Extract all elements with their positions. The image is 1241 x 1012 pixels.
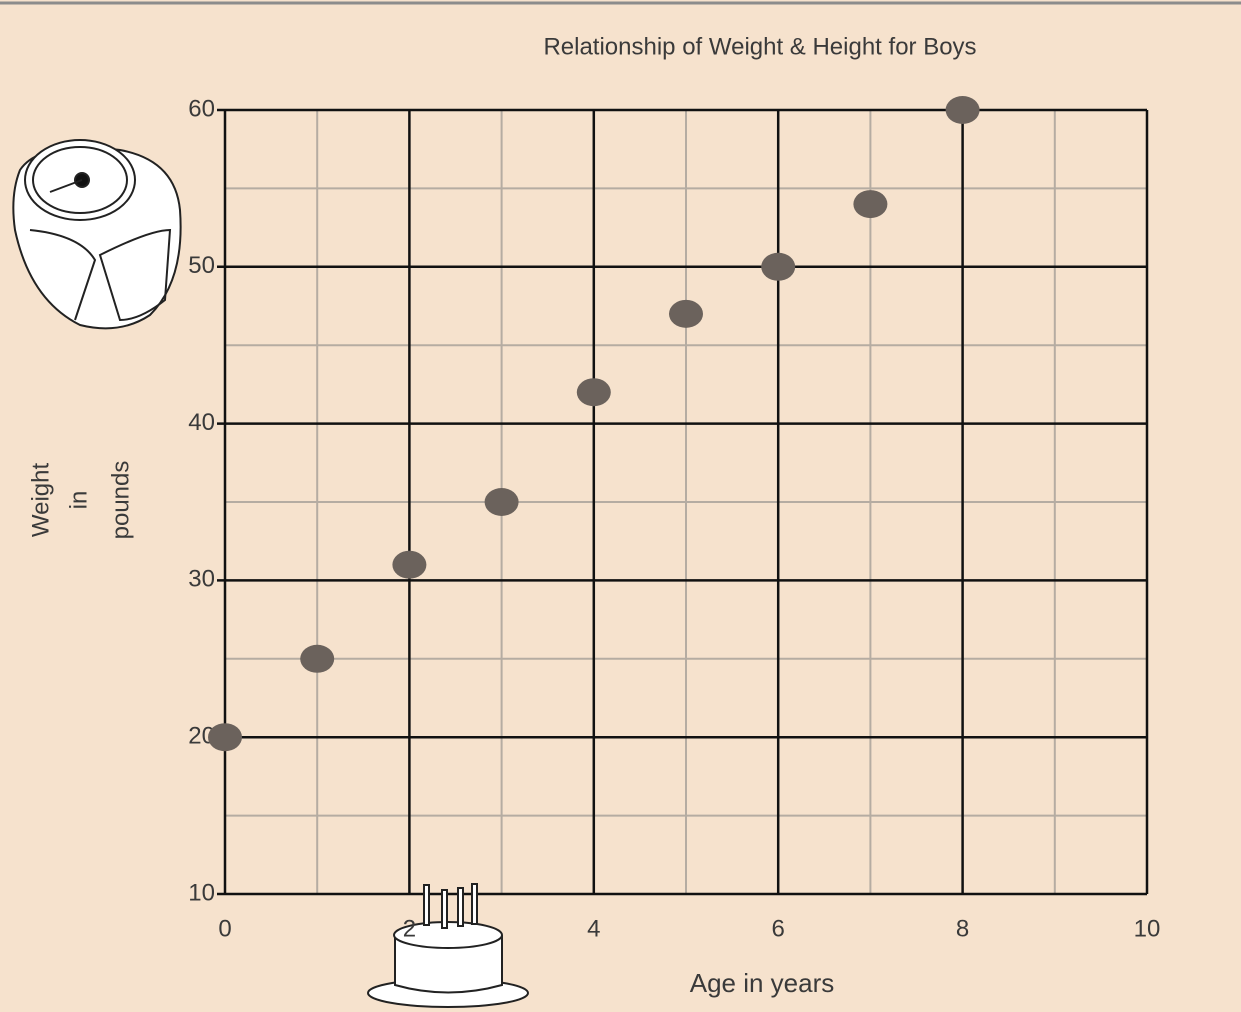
point (853, 190, 888, 219)
point (576, 378, 611, 407)
x-tick-label: 4 (587, 915, 600, 942)
cake-icon (367, 883, 529, 1008)
point (300, 644, 335, 673)
point (484, 488, 519, 516)
y-tick-label: 10 (188, 879, 215, 906)
y-tick-label: 30 (188, 566, 215, 593)
point (392, 550, 427, 579)
x-tick-label: 2 (403, 915, 416, 942)
chart-title: Relationship of Weight & Height for Boys (543, 33, 976, 60)
y-tick-label: 40 (188, 409, 215, 436)
y-axis-label-line: Weight (27, 463, 54, 538)
x-axis-label: Age in years (690, 968, 835, 998)
point (669, 299, 703, 328)
y-axis-label-line: in (65, 491, 92, 510)
x-tick-label: 6 (772, 915, 785, 942)
point (761, 252, 796, 281)
point (945, 96, 980, 124)
y-tick-label: 50 (188, 252, 215, 279)
y-axis-label-line: pounds (107, 461, 134, 540)
y-tick-label: 60 (188, 95, 215, 122)
point (208, 723, 242, 752)
y-axis-label: Weight in pounds (27, 461, 134, 540)
x-tick-label: 0 (218, 915, 231, 942)
scale-icon (12, 139, 182, 330)
x-tick-label: 10 (1134, 915, 1161, 942)
x-tick-label: 8 (956, 915, 969, 942)
